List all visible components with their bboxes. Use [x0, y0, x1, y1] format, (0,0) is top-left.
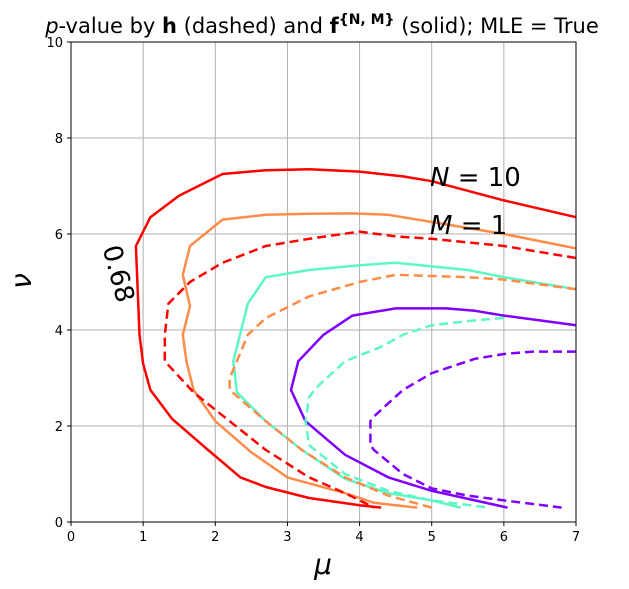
annotation-m: M = 1 — [430, 211, 507, 241]
series-solid-3 — [289, 307, 577, 509]
x-tick-label: 2 — [211, 530, 219, 545]
series-dashed-6 — [304, 316, 505, 509]
y-tick-label: 2 — [55, 420, 63, 435]
title-p: p — [44, 14, 58, 38]
series-solid-1 — [181, 212, 577, 509]
y-tick-label: 8 — [55, 132, 63, 147]
x-tick-label: 3 — [283, 530, 291, 545]
x-tick-label: 4 — [355, 530, 363, 545]
title-f: f — [330, 14, 340, 38]
series-solid-2 — [232, 261, 577, 509]
axes-frame — [70, 41, 577, 523]
title-superscript: {N, M} — [339, 12, 395, 28]
y-tick-label: 10 — [46, 36, 63, 51]
series-dashed-5 — [228, 273, 577, 509]
series-dashed-4 — [163, 230, 577, 509]
x-tick-label: 5 — [428, 530, 436, 545]
y-tick-label: 0 — [55, 516, 63, 531]
annotation-n: N = 10 — [430, 163, 521, 193]
series-layer — [134, 167, 577, 509]
y-tick-label: 4 — [55, 324, 63, 339]
chart-title: p-value by h (dashed) and f{N, M} (solid… — [44, 12, 599, 38]
y-tick-label: 6 — [55, 228, 63, 243]
series-solid-0 — [134, 167, 577, 509]
plot-area — [71, 42, 576, 522]
title-text-b: (dashed) and — [177, 14, 330, 38]
x-tick-label: 7 — [572, 530, 580, 545]
series-dashed-7 — [369, 350, 576, 509]
x-tick-label: 1 — [139, 530, 147, 545]
x-tick-label: 6 — [500, 530, 508, 545]
title-text-a: -value by — [59, 14, 162, 38]
title-text-c: (solid); MLE = True — [395, 14, 599, 38]
ticks: 0 1 2 3 4 5 6 7 0 2 4 6 8 10 — [46, 36, 580, 545]
title-h: h — [162, 14, 177, 38]
y-axis-label: ν — [5, 273, 38, 289]
x-tick-label: 0 — [67, 530, 75, 545]
x-axis-label: μ — [313, 548, 332, 581]
